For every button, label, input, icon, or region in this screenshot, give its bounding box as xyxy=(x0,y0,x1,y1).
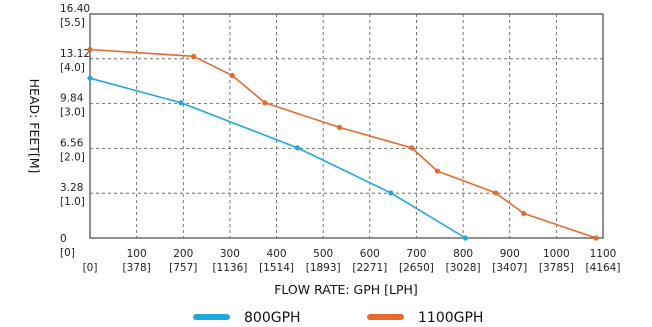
y-tick-sublabel: [5.5] xyxy=(60,17,85,29)
x-tick-label: 300 xyxy=(220,248,240,260)
x-tick-sublabel: [1514] xyxy=(259,262,294,274)
x-axis-ticks: [0] 100 [378] 200 [757] 300 [1136] 400 [1514] 500… xyxy=(83,248,621,274)
x-tick-label: 100 xyxy=(127,248,147,260)
data-point-800gph xyxy=(294,145,301,151)
data-point-1100gph xyxy=(336,124,343,130)
data-point-1100gph xyxy=(521,210,527,217)
x-tick-sublabel: [2271] xyxy=(352,262,387,274)
y-tick-label: 13.12 xyxy=(60,48,90,60)
x-tick-sublabel: [1893] xyxy=(306,262,341,274)
data-point-1100gph xyxy=(409,145,415,151)
x-tick-sublabel: [1136] xyxy=(212,262,247,274)
x-tick-sublabel: [0] xyxy=(83,262,98,274)
x-tick-label: 1100 xyxy=(590,248,617,260)
x-tick-label: 500 xyxy=(313,248,333,260)
x-tick-sublabel: [2650] xyxy=(399,262,434,274)
y-tick-label: 6.56 xyxy=(60,137,84,149)
y-tick-sublabel: [0] xyxy=(60,247,75,259)
series-line-1100gph xyxy=(89,48,597,239)
series-line-800gph xyxy=(89,77,466,239)
x-tick-sublabel: [757] xyxy=(169,262,197,274)
legend: 800GPH 1100GPH xyxy=(193,310,483,326)
data-point-1100gph xyxy=(229,72,235,79)
x-tick-label: 800 xyxy=(453,248,473,260)
x-tick-label: 600 xyxy=(360,248,380,260)
x-tick-label: 200 xyxy=(173,248,193,260)
legend-label-800gph: 800GPH xyxy=(244,310,301,326)
data-point-800gph xyxy=(178,100,184,106)
x-axis-title: FLOW RATE: GPH [LPH] xyxy=(274,282,418,297)
y-tick-sublabel: [2.0] xyxy=(60,151,85,163)
x-tick-label: 700 xyxy=(406,248,426,260)
y-tick-sublabel: [3.0] xyxy=(60,107,85,119)
data-point-1100gph xyxy=(493,190,499,196)
x-tick-label: 900 xyxy=(500,248,520,260)
x-tick-sublabel: [3407] xyxy=(492,262,527,274)
data-point-1100gph xyxy=(593,235,599,241)
legend-label-1100gph: 1100GPH xyxy=(418,310,483,326)
data-point-1100gph xyxy=(262,100,268,106)
y-tick-label: 16.40 xyxy=(60,3,90,15)
x-tick-sublabel: [3785] xyxy=(539,262,574,274)
y-axis-ticks: 0 [0] 3.28 [1.0] 6.56 [2.0] 9.84 [3.0] 13.12 [4.0… xyxy=(60,3,90,259)
x-tick-label: 400 xyxy=(267,248,287,260)
x-tick-sublabel: [378] xyxy=(123,262,151,274)
y-tick-label: 3.28 xyxy=(60,182,83,194)
y-tick-label: 0 xyxy=(60,233,67,245)
x-tick-sublabel: [3028] xyxy=(446,262,481,274)
y-tick-sublabel: [1.0] xyxy=(60,196,85,208)
y-tick-sublabel: [4.0] xyxy=(60,62,85,74)
data-point-800gph xyxy=(462,235,469,241)
x-tick-sublabel: [4164] xyxy=(586,262,621,274)
y-tick-label: 9.84 xyxy=(60,93,84,105)
series-lines xyxy=(87,46,599,241)
data-point-1100gph xyxy=(87,46,93,53)
y-axis-title: HEAD: FEET[M] xyxy=(27,79,42,174)
data-point-800gph xyxy=(87,75,93,81)
data-point-1100gph xyxy=(190,53,197,59)
plot-area-frame xyxy=(89,13,604,239)
data-point-800gph xyxy=(388,190,394,196)
x-tick-label: 1000 xyxy=(543,248,570,260)
data-point-1100gph xyxy=(434,168,441,174)
grid xyxy=(90,14,603,238)
